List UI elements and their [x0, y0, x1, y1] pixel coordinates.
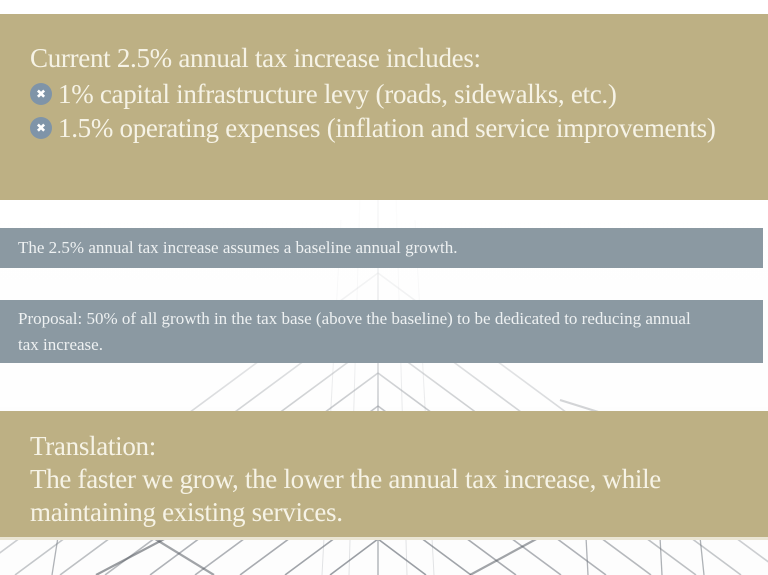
current-tax-box: Current 2.5% annual tax increase include… — [0, 14, 768, 200]
bullet-item: ✖ 1.5% operating expenses (inflation and… — [30, 111, 744, 145]
x-circle-icon: ✖ — [30, 117, 52, 139]
proposal-bar-text: Proposal: 50% of all growth in the tax b… — [18, 309, 691, 354]
photo-divider — [0, 537, 768, 540]
x-circle-icon: ✖ — [30, 83, 52, 105]
translation-body: The faster we grow, the lower the annual… — [30, 464, 661, 527]
bullet-text: 1.5% operating expenses (inflation and s… — [58, 113, 716, 143]
bullet-item: ✖ 1% capital infrastructure levy (roads,… — [30, 77, 744, 111]
translation-box: Translation: The faster we grow, the low… — [0, 411, 768, 537]
current-tax-heading: Current 2.5% annual tax increase include… — [30, 43, 481, 73]
proposal-bar: Proposal: 50% of all growth in the tax b… — [0, 300, 763, 363]
baseline-bar: The 2.5% annual tax increase assumes a b… — [0, 228, 763, 268]
baseline-bar-text: The 2.5% annual tax increase assumes a b… — [18, 238, 458, 257]
bullet-text: 1% capital infrastructure levy (roads, s… — [58, 79, 617, 109]
translation-heading: Translation: — [30, 431, 156, 461]
